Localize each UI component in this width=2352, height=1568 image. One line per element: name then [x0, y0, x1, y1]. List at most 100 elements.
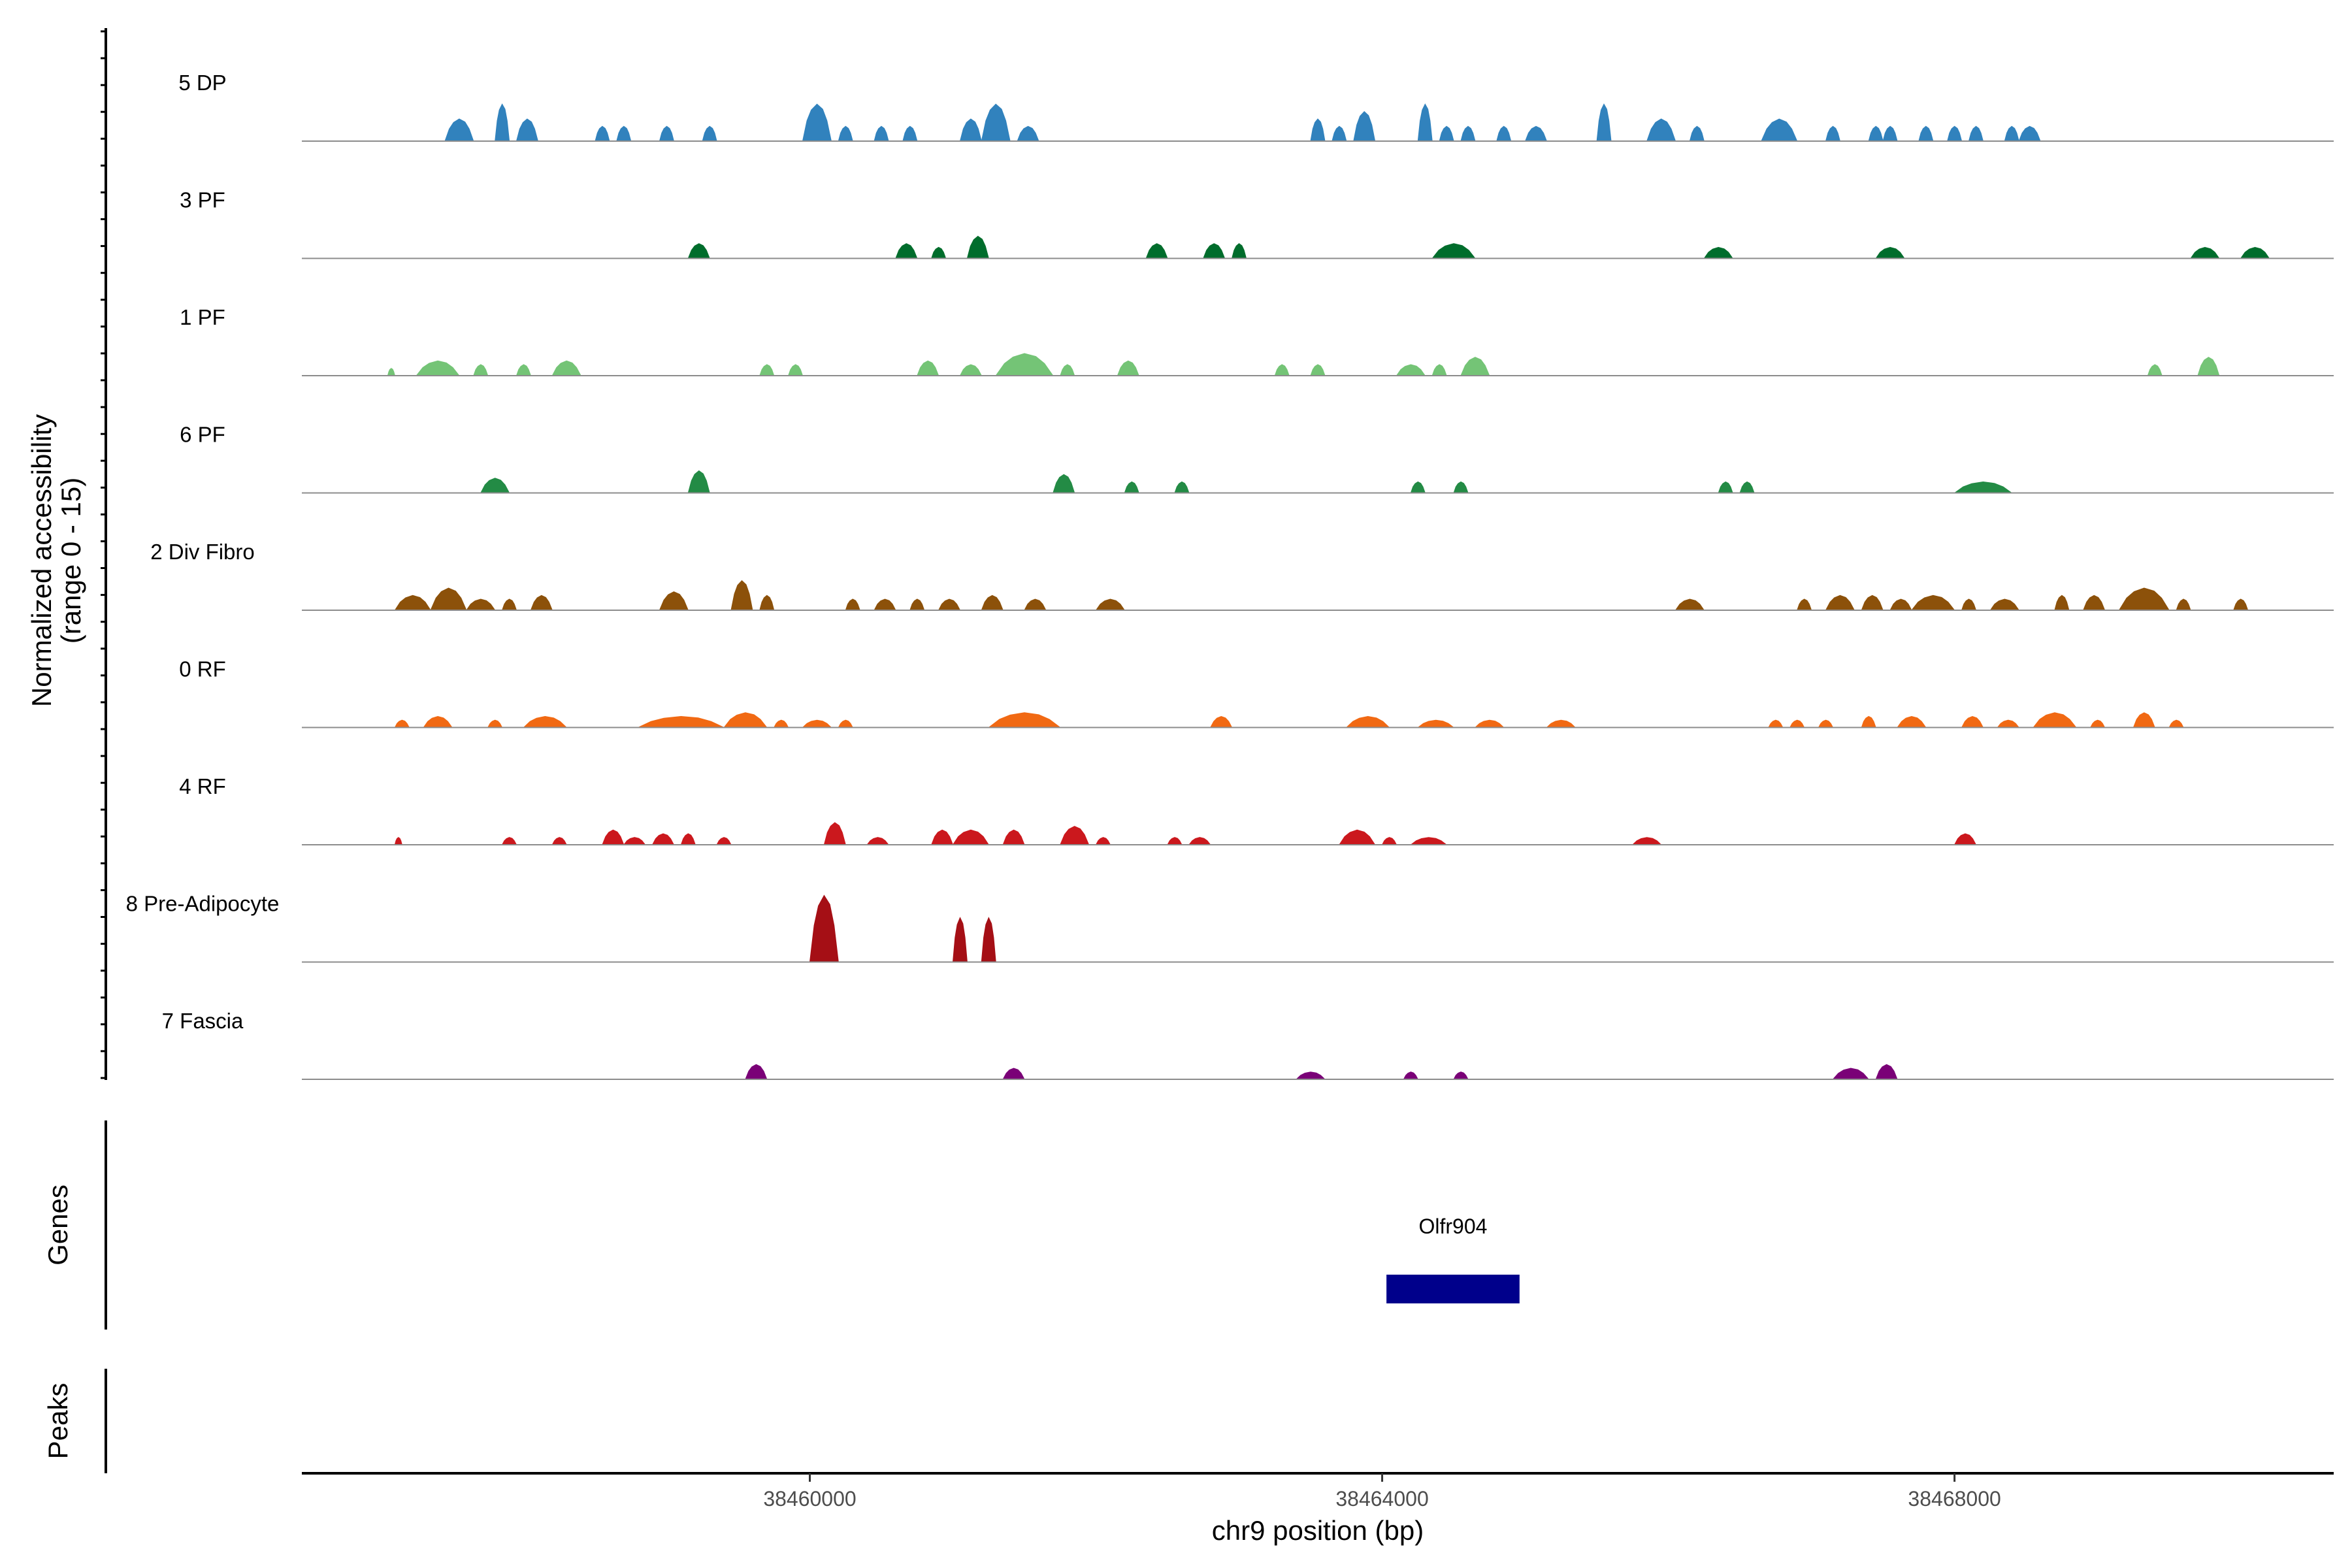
track-label: 4 RF — [179, 774, 226, 798]
coverage-peak — [952, 829, 990, 845]
coverage-peak — [1017, 125, 1039, 142]
y-axis-title: Normalized accessibility — [26, 414, 57, 707]
coverage-peak — [1338, 829, 1376, 845]
coverage-peak — [659, 125, 675, 142]
coverage-peak — [495, 103, 510, 142]
coverage-peak — [723, 712, 768, 728]
coverage-peak — [1825, 125, 1841, 142]
coverage-peak — [1739, 481, 1755, 493]
y-axis-ticks — [101, 30, 106, 1079]
coverage-peak — [416, 360, 460, 376]
coverage-peak — [1124, 481, 1139, 493]
coverage-peak — [745, 1064, 768, 1080]
track-label: 7 Fascia — [162, 1009, 244, 1033]
track-4-rf: 4 RF — [179, 774, 2334, 845]
coverage-peak — [1453, 481, 1469, 493]
coverage-peak — [1460, 125, 1476, 142]
coverage-peak — [2232, 598, 2249, 611]
coverage-peak — [895, 243, 918, 259]
coverage-peak — [2054, 595, 2070, 611]
coverage-peak — [1997, 719, 2020, 728]
coverage-peak — [1861, 715, 1876, 728]
coverage-peak — [838, 719, 854, 728]
coverage-peak — [802, 719, 832, 728]
coverage-peak — [1868, 125, 1884, 142]
coverage-peak — [651, 833, 675, 845]
track-8-pre-adipocyte: 8 Pre-Adipocyte — [126, 892, 2334, 963]
coverage-peak — [1768, 719, 1784, 728]
coverage-peak — [1689, 125, 1705, 142]
coverage-peak — [1203, 243, 1226, 259]
coverage-peak — [759, 364, 775, 376]
coverage-peak — [1646, 118, 1676, 142]
coverage-peak — [874, 598, 896, 611]
coverage-peak — [638, 715, 725, 728]
coverage-peak — [866, 837, 890, 845]
coverage-peak — [1002, 1068, 1025, 1080]
x-tick-label: 38464000 — [1335, 1487, 1428, 1511]
coverage-peak — [1546, 719, 1576, 728]
coverage-peak — [2004, 125, 2019, 142]
coverage-peak — [595, 125, 610, 142]
coverage-peak — [1403, 1071, 1419, 1080]
track-label: 3 PF — [180, 188, 225, 212]
coverage-peak — [2132, 712, 2155, 728]
coverage-peak — [616, 125, 632, 142]
coverage-peak — [930, 829, 954, 845]
coverage-peak — [1761, 118, 1798, 142]
coverage-peak — [787, 364, 804, 376]
gene-olfr904: Olfr904 — [1386, 1215, 1520, 1303]
coverage-peak — [1524, 125, 1548, 142]
coverage-peak — [838, 125, 853, 142]
coverage-peak — [981, 595, 1004, 611]
coverage-peak — [1897, 715, 1927, 728]
gene-annotations: Olfr904 — [1386, 1215, 1520, 1303]
track-label: 5 DP — [178, 71, 226, 95]
gene-body — [1386, 1275, 1520, 1303]
track-label: 0 RF — [179, 657, 226, 681]
track-label: 2 Div Fibro — [150, 540, 255, 564]
coverage-peak — [394, 837, 402, 845]
coverage-peak — [1331, 125, 1347, 142]
genes-panel-label: Genes — [42, 1184, 73, 1266]
coverage-peak — [501, 837, 517, 845]
coverage-peak — [716, 837, 732, 845]
coverage-peak — [480, 478, 510, 493]
coverage-peak — [1953, 481, 2013, 493]
coverage-peak — [501, 598, 517, 611]
coverage-peak — [1439, 125, 1454, 142]
coverage-peak — [551, 837, 568, 845]
coverage-peak — [1060, 826, 1090, 845]
coverage-peak — [387, 368, 396, 376]
coverage-peak — [981, 917, 996, 962]
track-0-rf: 0 RF — [179, 657, 2334, 728]
x-axis-title: chr9 position (bp) — [1212, 1515, 1424, 1546]
coverage-peak — [1167, 837, 1183, 845]
coverage-peak — [2082, 595, 2106, 611]
coverage-peak — [1060, 364, 1075, 376]
coverage-peak — [623, 837, 646, 845]
coverage-peak — [931, 246, 947, 259]
coverage-peak — [1310, 118, 1326, 142]
coverage-peak — [487, 719, 503, 728]
coverage-peak — [1188, 837, 1211, 845]
coverage-peak — [987, 712, 1062, 728]
coverage-peak — [523, 715, 568, 728]
coverage-peak — [966, 235, 989, 259]
coverage-peak — [394, 595, 432, 611]
coverage-peak — [1882, 125, 1898, 142]
coverage-peak — [2147, 364, 2163, 376]
coverage-peak — [1396, 364, 1426, 376]
coverage-peak — [515, 118, 539, 142]
coverage-peak — [959, 118, 982, 142]
coverage-peak — [1209, 715, 1233, 728]
coverage-peak — [1410, 481, 1426, 493]
coverage-peak — [1117, 360, 1139, 376]
coverage-peak — [2018, 125, 2041, 142]
coverage-peak — [902, 125, 918, 142]
coverage-peak — [473, 364, 489, 376]
coverage-peak — [465, 598, 496, 611]
coverage-peak — [2168, 719, 2184, 728]
coverage-peak — [1310, 364, 1326, 376]
